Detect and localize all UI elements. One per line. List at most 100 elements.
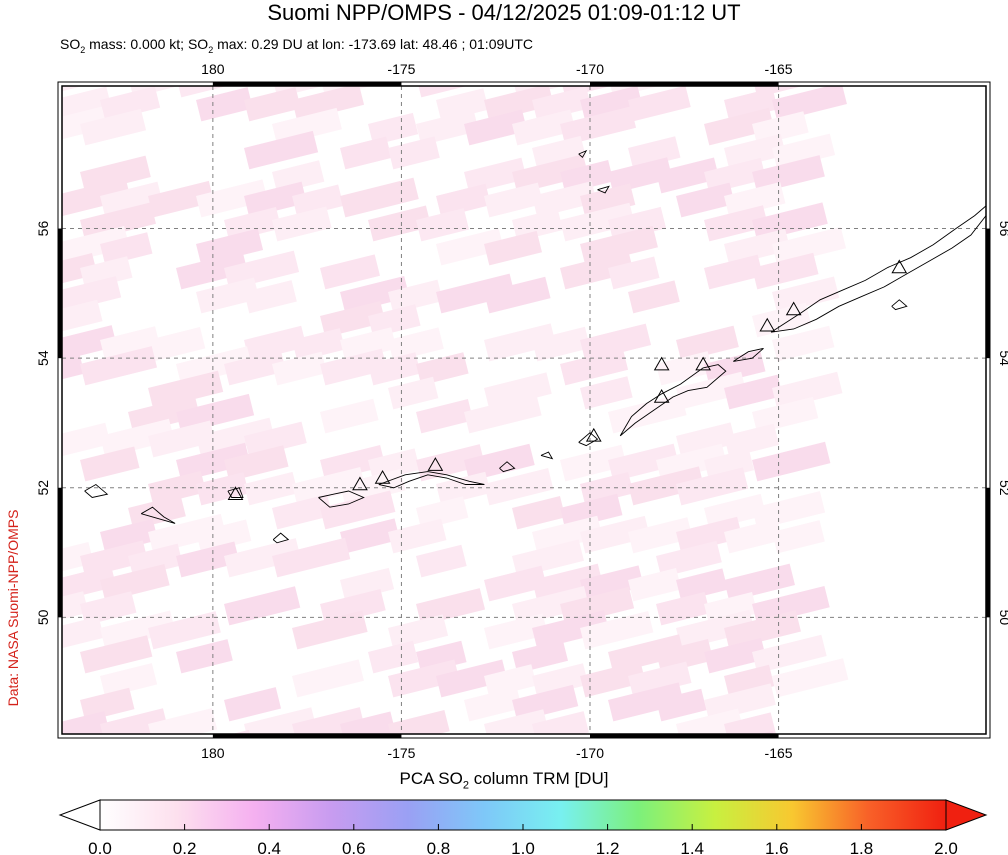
so2-pixel <box>484 664 537 698</box>
so2-pixel <box>80 591 137 626</box>
frame-outer <box>57 81 991 739</box>
volcano-triangle-icon <box>427 457 444 471</box>
so2-pixel <box>560 250 634 290</box>
so2-pixel <box>147 708 218 734</box>
so2-pixel <box>752 155 825 194</box>
so2-pixel <box>340 177 419 218</box>
so2-pixel <box>127 543 183 578</box>
so2-pixel <box>560 159 614 194</box>
so2-pixel <box>724 228 791 266</box>
frame-band-right <box>986 487 990 618</box>
so2-pixel <box>512 639 569 674</box>
so2-pixel <box>415 208 470 242</box>
colorbar-tick-label: 1.0 <box>511 839 535 855</box>
so2-pixel <box>724 423 780 458</box>
so2-pixel <box>388 327 444 362</box>
coastline-segment <box>891 299 908 311</box>
so2-pixel <box>80 202 156 242</box>
coastline-segment <box>578 149 588 158</box>
so2-pixel <box>175 251 248 290</box>
so2-pixel <box>656 157 720 194</box>
colorbar-high-arrow <box>945 799 988 831</box>
so2-pixel <box>464 157 527 194</box>
so2-pixel <box>416 496 469 530</box>
so2-pixel <box>244 87 301 122</box>
colorbar-tick-label: 1.6 <box>765 839 789 855</box>
so2-pixel <box>436 183 491 218</box>
so2-pixel <box>196 277 260 314</box>
so2-pixel <box>223 207 282 242</box>
so2-pixel <box>62 276 122 314</box>
so2-pixel <box>580 376 633 410</box>
so2-pixel <box>579 660 646 698</box>
so2-pixel <box>608 206 667 242</box>
so2-pixel <box>627 517 693 554</box>
volcano-triangle-icon <box>653 356 670 371</box>
so2-pixel <box>676 422 736 458</box>
coastline-segment <box>318 490 365 508</box>
so2-pixel <box>292 467 366 506</box>
frame-band-top <box>590 82 779 86</box>
so2-pixel <box>724 712 776 734</box>
so2-pixel <box>32 735 90 760</box>
so2-pixel <box>656 351 713 386</box>
so2-pixel <box>579 225 658 266</box>
so2-pixel <box>560 444 627 482</box>
so2-pixel <box>340 518 400 554</box>
so2-pixel <box>62 299 103 338</box>
so2-pixel <box>771 520 825 554</box>
frame-band-left <box>58 487 62 618</box>
so2-pixel <box>628 136 681 170</box>
so2-pixel <box>62 177 131 218</box>
colorbar-tick-label: 1.8 <box>850 839 874 855</box>
so2-pixel <box>772 658 849 698</box>
so2-pixel <box>62 616 104 650</box>
frame-band-bottom <box>590 734 779 738</box>
so2-pixel <box>244 325 307 362</box>
so2-pixel <box>244 181 307 218</box>
so2-pixel <box>196 472 249 506</box>
so2-pixel <box>676 467 749 506</box>
colorbar-tick-label: 0.2 <box>173 839 197 855</box>
so2-pixel <box>656 540 722 578</box>
so2-pixel <box>62 325 117 362</box>
so2-pixel <box>484 613 548 650</box>
so2-pixel <box>80 108 147 146</box>
so2-pixel <box>532 563 604 602</box>
so2-pixel <box>271 86 342 98</box>
so2-pixel <box>292 184 344 218</box>
so2-pixel <box>196 179 268 218</box>
so2-pixel <box>704 254 763 290</box>
so2-pixel <box>128 395 201 434</box>
so2-pixel <box>752 396 819 434</box>
so2-pixel <box>62 352 85 386</box>
so2-pixel <box>628 466 705 506</box>
so2-pixel <box>80 155 151 194</box>
so2-pixel <box>100 326 161 362</box>
so2-pixel <box>319 588 386 626</box>
coastline-segment <box>84 483 109 498</box>
colorbar-tick-label: 0.8 <box>427 839 451 855</box>
so2-pixel <box>340 468 406 506</box>
so2-pixel <box>176 541 240 578</box>
colorbar-tick-labels: 0.0 0.2 0.4 0.6 0.8 1.0 1.2 1.4 1.6 1.8 2.0 <box>88 839 958 855</box>
coastline-segment <box>597 185 610 194</box>
frame-band-right <box>986 228 990 359</box>
so2-pixel <box>320 490 396 530</box>
volcano-triangle-icon <box>785 301 802 316</box>
so2-pixel <box>272 107 342 146</box>
so2-pixel <box>62 710 110 734</box>
so2-pixel <box>224 250 300 290</box>
colorbar-tick-label: 0.6 <box>342 839 366 855</box>
so2-pixel <box>752 302 812 338</box>
so2-pixel <box>579 86 643 122</box>
so2-pixel <box>512 496 566 530</box>
coastline <box>84 149 986 544</box>
lat-label-right: 54 <box>997 350 1008 366</box>
so2-pixel <box>339 136 392 170</box>
so2-pixel <box>367 205 432 242</box>
so2-pixel <box>100 708 169 734</box>
so2-pixel <box>244 707 317 734</box>
so2-pixel <box>512 86 591 98</box>
so2-pixel <box>224 445 289 482</box>
